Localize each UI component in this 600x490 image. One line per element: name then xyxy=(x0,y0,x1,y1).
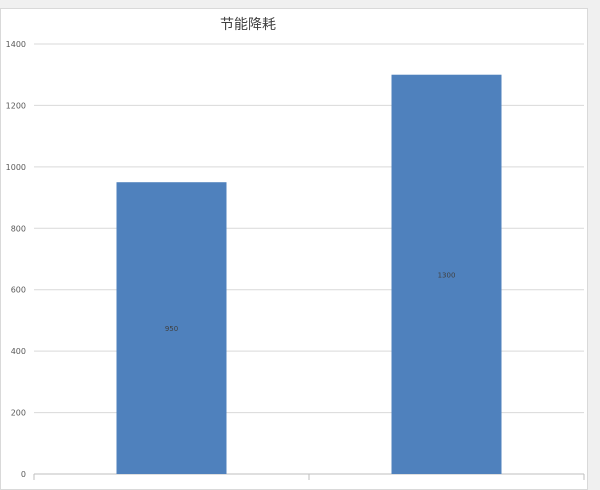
bars xyxy=(116,74,502,474)
bar-2 xyxy=(391,74,502,474)
data-labels: 950 1300 xyxy=(165,271,456,333)
y-tick-label: 600 xyxy=(11,286,26,295)
y-tick-label: 1000 xyxy=(6,163,26,172)
y-tick-label: 0 xyxy=(21,470,26,479)
y-axis-ticks: 0 200 400 600 800 1000 1200 1400 xyxy=(6,40,26,479)
data-label-1: 950 xyxy=(165,325,178,333)
chart-title: 节能降耗 xyxy=(220,17,276,33)
y-tick-label: 800 xyxy=(11,224,26,233)
x-axis xyxy=(33,474,585,480)
data-label-2: 1300 xyxy=(438,271,456,279)
y-tick-label: 1200 xyxy=(6,101,26,110)
y-tick-label: 200 xyxy=(11,409,26,418)
y-tick-label: 400 xyxy=(11,347,26,356)
y-tick-label: 1400 xyxy=(6,40,26,49)
bar-1 xyxy=(116,182,227,474)
